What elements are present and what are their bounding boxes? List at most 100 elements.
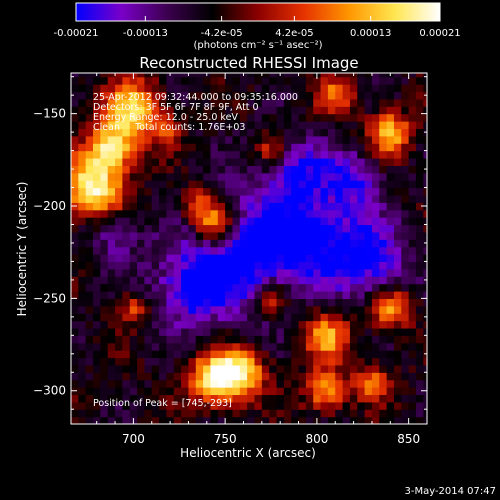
heatmap-cell: [173, 372, 182, 381]
heatmap-cell: [137, 91, 145, 100]
heatmap-cell: [137, 246, 145, 255]
heatmap-cell: [247, 180, 256, 189]
heatmap-cell: [225, 187, 234, 196]
heatmap-cell: [283, 239, 292, 248]
heatmap-cell: [181, 357, 190, 366]
heatmap-cell: [137, 180, 145, 189]
heatmap-cell: [364, 283, 373, 292]
heatmap-cell: [107, 172, 116, 181]
heatmap-cell: [115, 305, 123, 314]
heatmap-cell: [85, 143, 94, 152]
heatmap-cell: [401, 76, 410, 85]
heatmap-cell: [144, 106, 153, 115]
heatmap-cell: [291, 128, 300, 137]
heatmap-cell: [357, 350, 366, 359]
heatmap-cell: [159, 73, 168, 78]
heatmap-cell: [415, 372, 424, 381]
heatmap-cell: [335, 305, 344, 314]
heatmap-cell: [408, 379, 417, 388]
heatmap-cell: [291, 350, 300, 359]
heatmap-cell: [364, 180, 373, 189]
heatmap-cell: [100, 379, 109, 388]
heatmap-cell: [144, 217, 153, 226]
heatmap-cell: [371, 327, 380, 336]
heatmap-cell: [107, 187, 116, 196]
heatmap-cell: [159, 320, 168, 329]
heatmap-cell: [357, 364, 366, 373]
heatmap-cell: [122, 113, 131, 122]
heatmap-cell: [415, 379, 424, 388]
heatmap-cell: [93, 372, 101, 381]
heatmap-cell: [320, 73, 329, 78]
heatmap-cell: [371, 180, 380, 189]
heatmap-cell: [364, 84, 373, 93]
heatmap-cell: [239, 357, 248, 366]
heatmap-cell: [386, 290, 395, 299]
x-tick-label: 750: [214, 432, 237, 446]
heatmap-cell: [335, 143, 344, 152]
heatmap-cell: [93, 231, 101, 240]
heatmap-cell: [335, 335, 344, 344]
heatmap-cell: [371, 157, 380, 166]
heatmap-cell: [401, 128, 410, 137]
heatmap-cell: [349, 254, 358, 263]
heatmap-cell: [379, 106, 388, 115]
heatmap-cell: [276, 231, 285, 240]
heatmap-cell: [225, 91, 234, 100]
heatmap-cell: [159, 305, 168, 314]
heatmap-cell: [151, 305, 160, 314]
heatmap-cell: [379, 350, 388, 359]
heatmap-cell: [291, 261, 300, 270]
heatmap-cell: [239, 209, 248, 218]
heatmap-cell: [371, 106, 380, 115]
heatmap-cell: [327, 298, 336, 307]
heatmap-cell: [269, 320, 278, 329]
heatmap-cell: [195, 224, 204, 233]
heatmap-cell: [93, 106, 101, 115]
heatmap-cell: [269, 106, 278, 115]
heatmap-cell: [232, 283, 241, 292]
heatmap-cell: [364, 387, 373, 396]
heatmap-cell: [320, 121, 329, 130]
heatmap-cell: [78, 98, 87, 107]
heatmap-cell: [85, 313, 94, 322]
heatmap-cell: [371, 135, 380, 144]
heatmap-cell: [357, 135, 366, 144]
heatmap-cell: [283, 372, 292, 381]
heatmap-cell: [371, 150, 380, 159]
heatmap-cell: [327, 128, 336, 137]
heatmap-cell: [261, 84, 270, 93]
heatmap-cell: [100, 394, 109, 403]
heatmap-cell: [305, 394, 314, 403]
heatmap-cell: [137, 98, 145, 107]
heatmap-cell: [349, 217, 358, 226]
heatmap-cell: [247, 313, 256, 322]
heatmap-cell: [261, 394, 270, 403]
heatmap-cell: [283, 364, 292, 373]
annotation-clean: Clean Total counts: 1.76E+03: [93, 122, 245, 133]
heatmap-cell: [408, 313, 417, 322]
heatmap-cell: [415, 172, 424, 181]
heatmap-cell: [335, 165, 344, 174]
heatmap-cell: [386, 157, 395, 166]
heatmap-cell: [283, 180, 292, 189]
heatmap-cell: [107, 150, 116, 159]
heatmap-cell: [349, 401, 358, 410]
heatmap-cell: [415, 239, 424, 248]
heatmap-cell: [342, 387, 351, 396]
heatmap-cell: [349, 276, 358, 285]
heatmap-cell: [364, 379, 373, 388]
heatmap-cell: [415, 121, 424, 130]
heatmap-cell: [291, 150, 300, 159]
heatmap-cell: [195, 98, 204, 107]
heatmap-cell: [122, 121, 131, 130]
heatmap-cell: [173, 217, 182, 226]
heatmap-cell: [269, 73, 278, 78]
heatmap-cell: [188, 394, 197, 403]
heatmap-cell: [276, 290, 285, 299]
heatmap-cell: [144, 409, 153, 418]
heatmap-cell: [195, 143, 204, 152]
heatmap: [71, 73, 427, 424]
heatmap-cell: [85, 121, 94, 130]
heatmap-cell: [173, 91, 182, 100]
